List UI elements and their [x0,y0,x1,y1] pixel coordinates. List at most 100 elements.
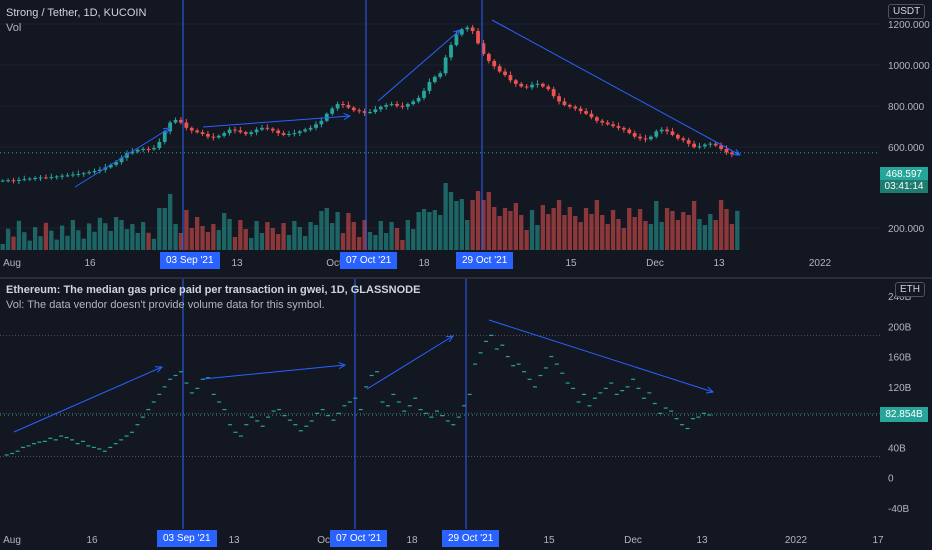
volume-bar [227,219,232,250]
candle-body [162,131,167,142]
candle-body [508,75,513,81]
volume-bar [400,240,405,250]
volume-bar [556,200,562,250]
candle-body [195,130,200,133]
candle-body [49,177,54,179]
volume-bar [54,239,59,250]
top-y-tick-label: 800.000 [888,102,925,113]
candle-body [54,176,59,178]
top-y-tick-label: 200.000 [888,224,925,235]
candle-body [98,169,102,171]
bottom-x-tick-label: 15 [543,535,555,546]
volume-bar [340,233,346,250]
volume-bar [551,208,556,250]
volume-bar [313,225,319,250]
candle-body [422,90,426,98]
candle-body [621,127,626,130]
volume-bar [254,221,259,250]
top-x-tick-label: Oct [326,258,342,269]
candle-body [44,177,48,179]
bottom-chart-canvas[interactable]: 240B200B160B120B80B40B0-40BAug1613Oct181… [0,279,932,550]
volume-bar [681,212,686,250]
volume-bar [232,237,238,250]
top-x-tick-label: 16 [84,258,96,269]
volume-bar [659,222,664,250]
trend-arrow-1-head [162,127,171,135]
volume-bar [270,228,275,250]
trend-arrow-bottom-4-head [705,386,715,394]
candle-body [486,53,491,61]
bottom-y-tick-label: 0 [888,474,894,485]
candle-body [730,152,734,155]
top-chart-canvas[interactable]: 1200.000 1000.000 800.000 600.000 200.000 Aug… [0,0,932,278]
volume-bar [540,205,546,250]
volume-bar [691,201,697,250]
candle-body [416,97,421,102]
top-x-tick-label: Aug [3,258,21,269]
volume-bar [605,224,610,250]
candle-body [173,119,178,123]
volume-bar [189,228,194,250]
volume-bar [600,215,605,250]
volume-bar [130,224,135,250]
trend-arrow-bottom-1 [13,366,163,433]
volume-bar [357,237,362,250]
top-y-tick-label: 600.000 [888,143,925,154]
last-value-tag: 82.854B [880,407,928,422]
volume-bar [103,223,108,250]
candle-body [686,140,691,144]
bottom-chart-pane[interactable]: 240B200B160B120B80B40B0-40BAug1613Oct181… [0,279,932,550]
candle-body [584,111,588,114]
volume-bar [702,225,708,250]
candle-body [303,129,308,132]
bottom-x-tick-label: 13 [696,535,708,546]
top-chart-title: Strong / Tether, 1D, KUCOIN [6,7,147,19]
candle-body [567,104,572,107]
pane-divider[interactable] [0,277,932,279]
trend-arrow-2-head [343,112,352,120]
volume-bar [76,230,81,250]
volume-bar [475,191,481,250]
candle-body [459,29,464,35]
volume-bar [43,222,49,250]
candle-body [260,127,264,130]
volume-bar [589,214,594,250]
candle-body [319,120,324,125]
candle-body [703,144,707,147]
volume-bar [205,232,211,250]
candle-body [189,127,194,131]
volume-bar [670,211,675,250]
candle-body [540,83,545,87]
bottom-unit-badge[interactable]: ETH [895,282,925,297]
candle-body [562,101,567,105]
candle-body [6,180,10,182]
volume-bar [578,222,583,250]
volume-bar [49,230,54,250]
candle-body [60,175,65,177]
volume-bar [124,229,130,250]
candle-body [697,146,702,148]
candle-body [638,136,642,139]
candle-body [292,133,297,135]
volume-bar [438,215,443,250]
volume-bar [535,225,540,250]
candle-body [330,108,335,114]
candle-body [389,104,394,106]
volume-bar [92,231,97,250]
marker-date-tag-2-bottom: 07 Oct '21 [330,530,388,547]
top-chart-pane[interactable]: 1200.000 1000.000 800.000 600.000 200.000 Aug… [0,0,932,278]
bottom-x-tick-label: Aug [3,535,21,546]
volume-bar [22,232,27,250]
top-unit-badge[interactable]: USDT [888,4,926,19]
candle-body [65,175,70,177]
volume-bar [292,221,297,250]
volume-bar [97,217,103,250]
volume-bar [729,224,735,250]
volume-bar [513,203,518,250]
candle-body [692,143,696,148]
volume-bar [616,219,621,250]
candle-body [357,110,362,112]
bottom-chart-title: Ethereum: The median gas price paid per … [6,284,421,296]
candle-body [551,89,556,97]
top-x-tick-label: 15 [565,258,577,269]
